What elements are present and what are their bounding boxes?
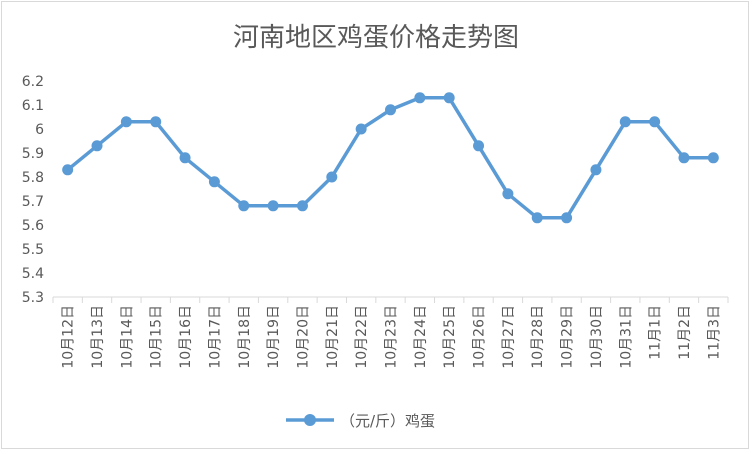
- chart-title: 河南地区鸡蛋价格走势图: [233, 23, 519, 53]
- x-tick-label: 10月18日: [237, 305, 253, 369]
- data-point: [355, 123, 367, 135]
- x-tick-label: 10月12日: [61, 305, 77, 369]
- x-tick-label: 10月26日: [472, 305, 488, 369]
- x-tick-label: 10月24日: [413, 305, 429, 369]
- x-tick-label: 10月21日: [325, 305, 341, 369]
- legend-label: （元/斤）鸡蛋: [340, 412, 435, 430]
- data-point: [561, 212, 573, 224]
- x-tick-label: 10月22日: [354, 305, 370, 369]
- x-tick-label: 11月2日: [677, 305, 693, 360]
- data-point: [326, 171, 338, 183]
- x-tick-label: 10月28日: [530, 305, 546, 369]
- data-point: [649, 116, 661, 128]
- data-point: [473, 140, 485, 152]
- x-tick-label: 10月17日: [207, 305, 223, 369]
- data-point: [619, 116, 631, 128]
- series-layer: [62, 92, 719, 224]
- y-tick-label: 5.3: [22, 290, 44, 306]
- legend-point-marker: [304, 414, 316, 426]
- x-tick-label: 10月13日: [90, 305, 106, 369]
- x-tick-label: 10月30日: [589, 305, 605, 369]
- x-tick-label: 10月16日: [178, 305, 194, 369]
- data-point: [385, 104, 396, 116]
- data-point: [267, 200, 279, 212]
- y-tick-label: 6: [35, 122, 44, 138]
- data-point: [502, 188, 514, 200]
- data-point: [678, 152, 690, 164]
- y-tick-label: 6.1: [22, 98, 44, 114]
- data-point: [150, 116, 162, 128]
- x-tick-label: 10月31日: [618, 305, 634, 369]
- y-tick-label: 6.2: [22, 74, 44, 90]
- data-point: [120, 116, 132, 128]
- y-tick-label: 5.7: [22, 194, 44, 210]
- x-tick-label: 10月27日: [501, 305, 517, 369]
- x-tick-label: 10月23日: [384, 305, 400, 369]
- data-point: [590, 164, 602, 176]
- y-tick-label: 5.6: [22, 218, 44, 234]
- y-tick-label: 5.9: [22, 146, 44, 162]
- data-point: [91, 140, 103, 152]
- x-tick-label: 10月15日: [149, 305, 165, 369]
- y-tick-label: 5.4: [22, 266, 44, 282]
- x-tick-label: 10月20日: [295, 305, 311, 369]
- data-point: [443, 92, 455, 104]
- x-tick-label: 10月29日: [560, 305, 576, 369]
- series-line: [65, 96, 716, 220]
- y-tick-label: 5.8: [22, 170, 44, 186]
- x-tick-label: 10月25日: [442, 305, 458, 369]
- data-point: [179, 152, 191, 164]
- x-tick-label: 11月3日: [706, 305, 722, 360]
- x-axis: 10月12日 10月13日 10月14日 10月15日 10月16日 10月17日 10月1…: [52, 296, 729, 369]
- data-point: [707, 152, 719, 164]
- x-tick-label: 11月1日: [648, 305, 664, 360]
- legend: （元/斤）鸡蛋: [286, 412, 435, 430]
- y-tick-label: 5.5: [22, 242, 44, 258]
- x-tick-label: 10月19日: [266, 305, 282, 369]
- data-point: [62, 164, 74, 176]
- data-point: [208, 176, 220, 188]
- data-point: [296, 200, 308, 212]
- data-point: [531, 212, 543, 224]
- y-axis: 5.3 5.4 5.5 5.6 5.7 5.8 5.9 6 6.1 6.2: [22, 74, 44, 306]
- x-tick-label: 10月14日: [119, 305, 135, 369]
- data-point: [238, 200, 250, 212]
- data-point: [414, 92, 426, 104]
